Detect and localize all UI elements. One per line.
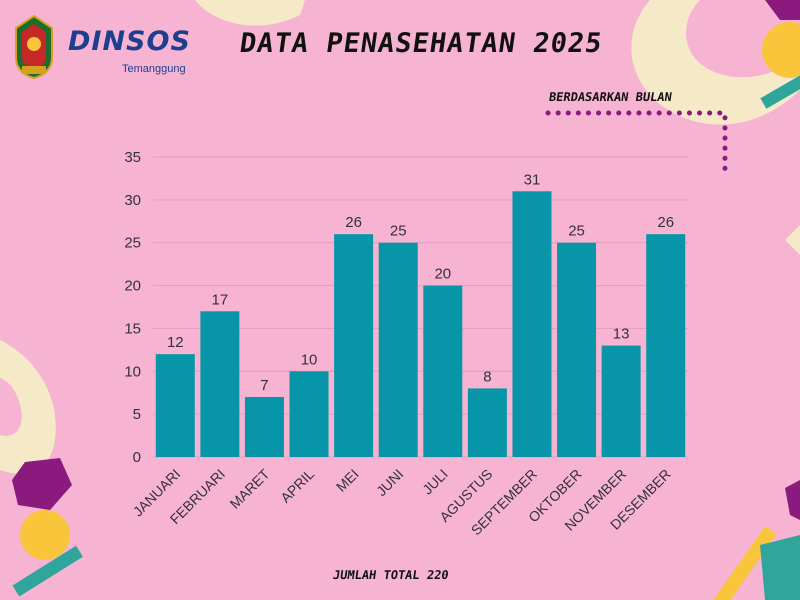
logo-text: DINSOS [68,26,191,57]
bar [244,397,284,457]
bar [289,371,329,457]
bar [601,345,641,457]
logo-subtitle: Temanggung [122,63,186,75]
bar [155,354,195,457]
data-label: 25 [390,223,407,240]
data-label: 7 [260,377,268,394]
cream-swirl-bottom-right [785,225,800,255]
cream-swirl-left [0,340,56,474]
data-label: 25 [568,223,585,240]
purple-hexagon-top-right [765,0,800,20]
y-tick-label: 20 [124,278,141,295]
purple-hexagon-left [12,458,72,510]
y-tick-label: 25 [124,235,141,252]
y-tick-label: 0 [133,449,141,466]
data-label: 13 [613,326,630,343]
emblem-logo [15,14,53,80]
x-tick-label: MEI [333,466,362,495]
cream-swirl-right [631,0,800,125]
bar [334,234,374,457]
y-tick-label: 5 [133,406,141,423]
y-tick-label: 35 [124,149,141,166]
bar [378,242,418,457]
x-tick-label: JULI [419,466,451,498]
data-label: 26 [657,214,674,231]
data-label: 8 [483,368,491,385]
x-tick-label: MARET [227,465,273,511]
y-tick-label: 10 [124,363,141,380]
data-label: 26 [345,214,362,231]
y-tick-label: 15 [124,320,141,337]
data-label: 10 [301,351,318,368]
bar [200,311,240,457]
data-label: 20 [434,266,451,283]
cream-swirl-top [195,0,305,26]
bar [512,191,552,458]
data-label: 12 [167,334,184,351]
y-tick-label: 30 [124,192,141,209]
teal-stick-top-right [760,73,800,109]
x-tick-label: JUNI [373,466,406,499]
dotted-line-decoration [545,110,728,181]
teal-stick-left [12,545,83,597]
data-label: 17 [212,291,229,308]
bar [557,242,597,457]
yellow-circle-top-right [762,22,800,78]
data-label: 31 [524,171,541,188]
bar [467,388,507,457]
purple-shape-bottom-right [785,480,800,520]
yellow-circle-left [20,510,70,560]
teal-shape-bottom-right [760,535,800,600]
bar [423,285,463,457]
x-tick-label: APRIL [277,466,317,506]
bar [646,234,686,457]
